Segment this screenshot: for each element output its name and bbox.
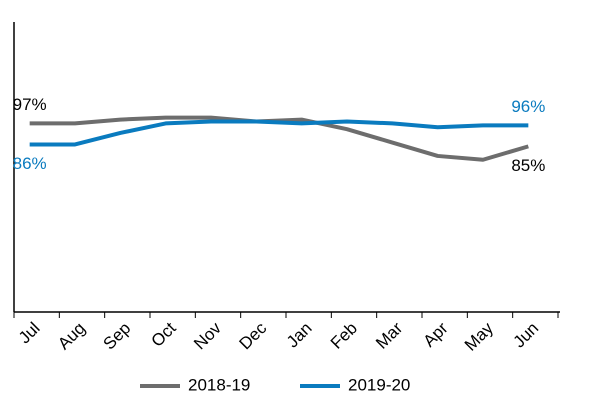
legend-label: 2018-19: [188, 375, 250, 394]
x-tick-label: Feb: [327, 319, 361, 353]
legend-label: 2019-20: [348, 375, 410, 394]
x-tick-label: Sep: [100, 319, 135, 354]
data-label: 96%: [511, 97, 545, 116]
data-label: 86%: [13, 154, 47, 173]
x-tick-label: Jul: [15, 319, 44, 348]
x-tick-label: Jan: [283, 319, 316, 352]
x-tick-label: Aug: [54, 319, 89, 354]
x-tick-label: May: [461, 318, 497, 354]
x-tick-label: Mar: [372, 318, 406, 352]
x-tick-label: Nov: [190, 318, 225, 353]
data-label: 97%: [13, 95, 47, 114]
x-tick-label: Dec: [236, 318, 271, 353]
x-tick-label: Apr: [420, 318, 452, 350]
x-tick-label: Jun: [510, 319, 543, 352]
series-line: [29, 119, 529, 147]
data-label: 85%: [511, 156, 545, 175]
x-tick-label: Oct: [148, 318, 180, 350]
